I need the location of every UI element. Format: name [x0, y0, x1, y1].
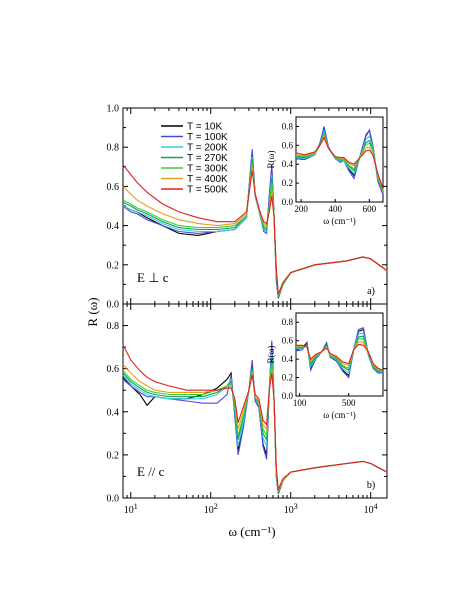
y-tick-label: 0.6: [107, 182, 120, 193]
x-tick-label: 101: [124, 502, 138, 516]
y-tick-label: 0.6: [107, 364, 120, 375]
inset-x-axis-label: ω (cm⁻¹): [323, 216, 356, 226]
legend-entry: T = 270K: [187, 153, 228, 164]
x-tick-label: 103: [284, 502, 298, 516]
y-tick-label: 0.8: [107, 321, 120, 332]
inset-x-tick-label: 500: [342, 398, 356, 408]
y-tick-label: 0.2: [107, 260, 120, 271]
inset-series-line: [295, 136, 384, 189]
inset-y-tick-label: 0.8: [282, 317, 294, 327]
inset-x-tick-label: 600: [363, 204, 377, 214]
y-tick-label: 0.0: [107, 300, 120, 311]
inset-y-tick-label: 0.0: [282, 197, 294, 207]
inset-y-tick-label: 0.4: [282, 354, 294, 364]
inset-y-axis-label: R(ω): [266, 151, 276, 169]
legend-entry: T = 100K: [187, 132, 228, 143]
y-axis-label: R (ω): [85, 297, 100, 326]
inset-x-tick-label: 100: [293, 398, 307, 408]
polarization-annotation: E // c: [137, 464, 165, 479]
inset-y-tick-label: 0.0: [282, 391, 294, 401]
legend-entry: T = 200K: [187, 143, 228, 154]
polarization-annotation: E ⊥ c: [137, 270, 169, 285]
y-tick-label: 0.2: [107, 450, 120, 461]
y-tick-label: 1.0: [107, 104, 120, 115]
inset-y-tick-label: 0.4: [282, 159, 294, 169]
legend-entry: T = 400K: [187, 174, 228, 185]
inset-plot: 0.0 0.2 0.4 0.6 0.8 200 400 600 R(ω) ω (cm⁻¹): [266, 116, 384, 226]
y-tick-label: 0.8: [107, 143, 120, 154]
inset-y-axis-label: R(ω): [266, 346, 276, 364]
y-tick-label: 0.0: [107, 494, 120, 505]
inset-plot: 0.0 0.2 0.4 0.6 0.8 100 500 R(ω) ω (cm⁻¹): [266, 312, 384, 420]
x-axis-label: ω (cm⁻¹): [228, 524, 275, 539]
inset-x-tick-label: 200: [294, 204, 308, 214]
inset-series-line: [296, 343, 384, 371]
inset-x-axis-label: ω (cm⁻¹): [323, 410, 356, 420]
inset-y-tick-label: 0.6: [282, 336, 294, 346]
inset-y-tick-label: 0.6: [282, 140, 294, 150]
inset-y-tick-label: 0.2: [282, 373, 293, 383]
plot-frame: [122, 303, 388, 499]
legend-entry: T = 300K: [187, 164, 228, 175]
y-tick-label: 0.4: [107, 407, 120, 418]
y-tick-label: 0.4: [107, 221, 120, 232]
x-tick-label: 104: [364, 502, 378, 516]
panel-label: a): [367, 286, 375, 297]
x-tick-label: 102: [204, 502, 218, 516]
series-line: [122, 164, 388, 295]
inset-y-tick-label: 0.2: [282, 178, 293, 188]
inset-y-tick-label: 0.8: [282, 121, 294, 131]
legend-entry: T = 10K: [187, 122, 222, 133]
inset-x-tick-label: 400: [328, 204, 342, 214]
series-line: [122, 344, 388, 490]
legend-entry: T = 500K: [187, 185, 228, 196]
panel-label: b): [367, 480, 375, 491]
